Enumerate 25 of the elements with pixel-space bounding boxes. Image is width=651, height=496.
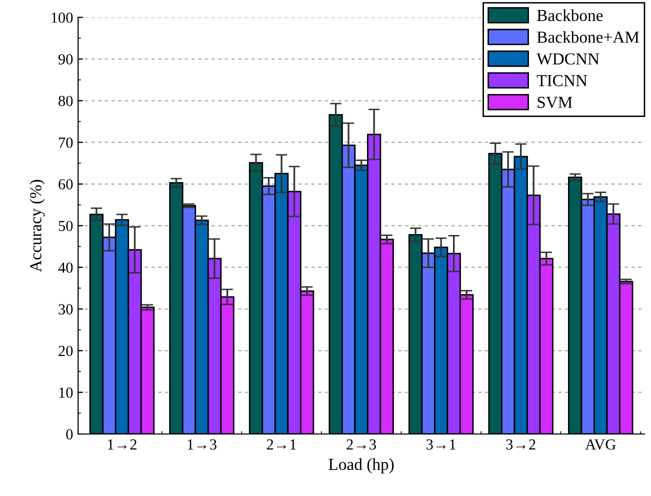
legend-label: WDCNN xyxy=(536,53,600,65)
legend-label: Backbone xyxy=(537,9,603,22)
y-tick-label: 80 xyxy=(58,96,73,106)
x-axis-title: Load (hp) xyxy=(328,458,394,474)
x-tick-label: 1→2 xyxy=(108,439,136,450)
y-tick-label: 90 xyxy=(58,54,73,64)
y-tick-label: 0 xyxy=(66,429,73,440)
x-tick-label: 3→1 xyxy=(426,439,456,450)
x-tick-label: AVG xyxy=(585,439,616,450)
y-tick-label: 70 xyxy=(58,137,73,148)
x-tick-label: 3→2 xyxy=(506,439,536,450)
legend-label: TICNN xyxy=(536,75,588,86)
y-tick-label: 50 xyxy=(58,220,73,232)
y-tick-label: 60 xyxy=(58,179,73,190)
y-tick-label: 100 xyxy=(52,12,73,23)
x-tick-label: 2→3 xyxy=(346,439,376,450)
y-axis-title: Accuracy (%) xyxy=(30,180,45,272)
y-tick-label: 30 xyxy=(58,304,73,314)
y-tick-label: 20 xyxy=(58,346,73,356)
x-tick-label: 2→1 xyxy=(266,439,296,450)
x-tick-label: 1→3 xyxy=(188,439,216,450)
legend-label: Backbone+AM xyxy=(537,31,639,43)
legend-label: SVM xyxy=(538,96,572,108)
y-tick-label: 40 xyxy=(58,262,73,273)
y-tick-label: 10 xyxy=(59,387,73,398)
